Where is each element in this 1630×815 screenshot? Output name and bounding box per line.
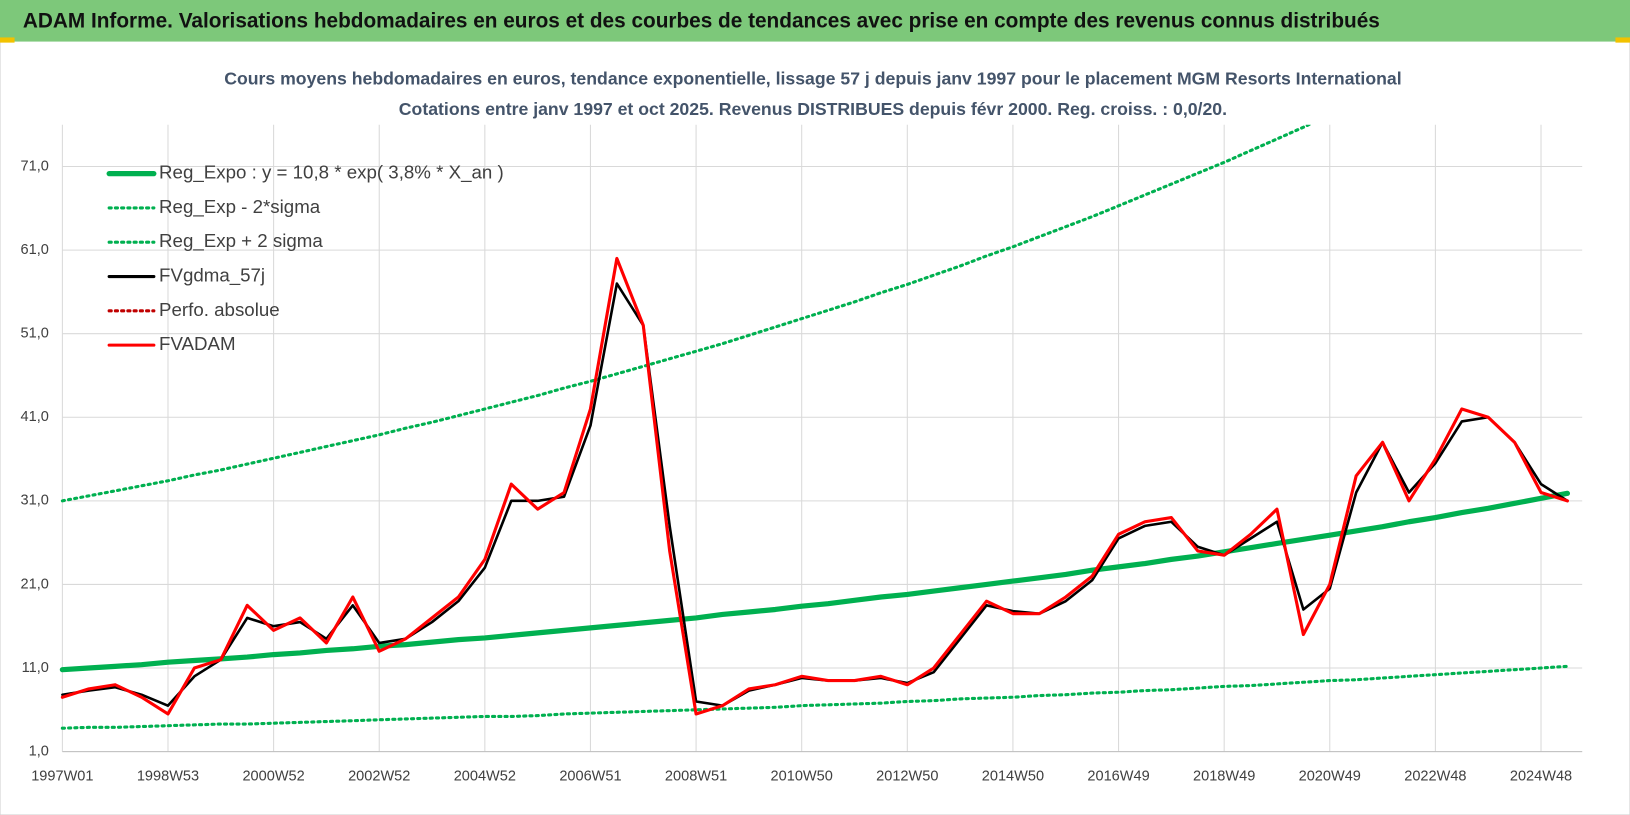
- series-line: [60, 124, 1313, 503]
- legend-label: FVADAM: [159, 333, 236, 354]
- header-title: ADAM Informe. Valorisations hebdomadaire…: [23, 9, 1380, 32]
- x-tick-label: 2000W52: [242, 768, 304, 784]
- x-tick-label: 2008W51: [665, 768, 727, 784]
- x-tick-label: 1997W01: [31, 768, 93, 784]
- x-tick-label: 2014W50: [982, 768, 1044, 784]
- x-tick-label: 1998W53: [137, 768, 199, 784]
- series-line: [60, 256, 1569, 716]
- x-tick-label: 2024W48: [1510, 768, 1572, 784]
- x-tick-label: 2016W49: [1087, 768, 1149, 784]
- y-tick-label: 61,0: [21, 242, 49, 258]
- x-tick-label: 2006W51: [559, 768, 621, 784]
- x-tick-label: 2012W50: [876, 768, 938, 784]
- y-tick-label: 1,0: [29, 743, 49, 759]
- x-tick-label: 2002W52: [348, 768, 410, 784]
- legend-label: FVgdma_57j: [159, 264, 265, 286]
- series-line: [60, 664, 1569, 730]
- legend-label: Reg_Exp + 2 sigma: [159, 230, 323, 252]
- y-tick-label: 31,0: [21, 493, 49, 509]
- y-tick-label: 41,0: [21, 409, 49, 425]
- chart-subtitle: Cotations entre janv 1997 et oct 2025. R…: [399, 99, 1227, 119]
- corner-mark: [1615, 37, 1630, 43]
- x-tick-label: 2022W48: [1404, 768, 1466, 784]
- legend-label: Reg_Expo : y = 10,8 * exp( 3,8% * X_an ): [159, 162, 504, 184]
- x-tick-label: 2004W52: [454, 768, 516, 784]
- y-tick-label: 21,0: [21, 576, 49, 592]
- series-line: [59, 490, 1571, 673]
- x-tick-label: 2010W50: [771, 768, 833, 784]
- y-tick-label: 71,0: [21, 158, 49, 174]
- plot-lines: [59, 124, 1571, 730]
- chart-title: Cours moyens hebdomadaires en euros, ten…: [224, 69, 1401, 89]
- corner-mark: [0, 37, 15, 43]
- y-tick-label: 51,0: [21, 326, 49, 342]
- legend-label: Perfo. absolue: [159, 299, 280, 320]
- legend-label: Reg_Exp - 2*sigma: [159, 196, 321, 218]
- header-bar: [0, 0, 1630, 42]
- x-tick-label: 2018W49: [1193, 768, 1255, 784]
- y-tick-label: 11,0: [22, 660, 49, 676]
- x-tick-label: 2020W49: [1299, 768, 1361, 784]
